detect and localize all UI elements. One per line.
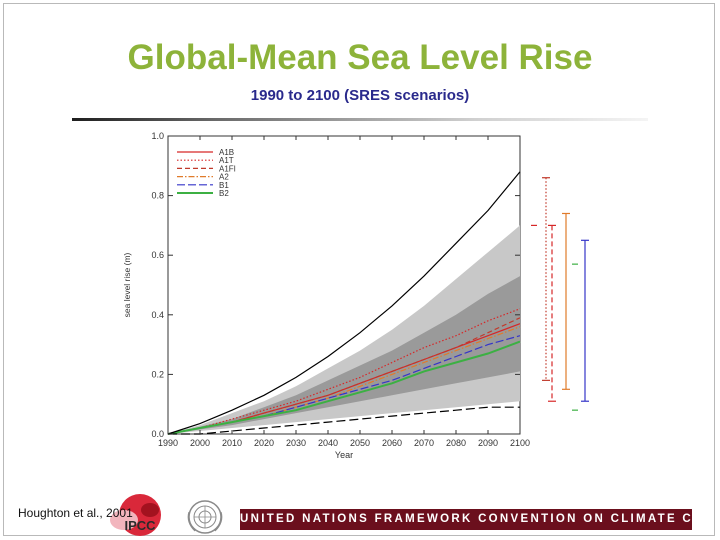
y-tick-label: 0.0: [151, 429, 164, 439]
x-tick-label: 2050: [350, 438, 370, 448]
x-tick-label: 2060: [382, 438, 402, 448]
x-tick-label: 1990: [158, 438, 178, 448]
lower-bound-line: [168, 406, 520, 435]
x-tick-label: 2010: [222, 438, 242, 448]
x-tick-label: 2080: [446, 438, 466, 448]
series-line-b2: [167, 340, 521, 435]
x-tick-label: 2040: [318, 438, 338, 448]
y-tick-label: 1.0: [151, 131, 164, 141]
y-axis-label: sea level rise (m): [122, 252, 132, 317]
x-tick-label: 2090: [478, 438, 498, 448]
un-emblem-icon: [187, 500, 223, 534]
x-tick-label: 2020: [254, 438, 274, 448]
title-divider: [72, 118, 648, 121]
ipcc-logo: IPCC: [110, 494, 161, 536]
slide-title: Global-Mean Sea Level Rise: [127, 38, 593, 77]
legend-label-a1fi: A1FI: [219, 164, 236, 173]
ipcc-logo-text: IPCC: [124, 518, 156, 533]
envelope-inner: [168, 276, 520, 434]
x-tick-label: 2000: [190, 438, 210, 448]
legend-label-a2: A2: [219, 173, 229, 182]
y-tick-label: 0.8: [151, 191, 164, 201]
legend-label-a1b: A1B: [219, 148, 234, 157]
slide-frame: [3, 3, 715, 536]
legend-label-a1t: A1T: [219, 156, 234, 165]
series-line-a1t: [167, 308, 521, 435]
x-tick-label: 2100: [510, 438, 530, 448]
y-tick-label: 0.4: [151, 310, 164, 320]
legend-label-b1: B1: [219, 181, 229, 190]
y-tick-label: 0.6: [151, 250, 164, 260]
x-tick-label: 2030: [286, 438, 306, 448]
y-tick-label: 0.2: [151, 369, 164, 379]
upper-bound-line: [167, 171, 521, 435]
slide-subtitle: 1990 to 2100 (SRES scenarios): [250, 87, 470, 104]
x-axis-label: Year: [335, 450, 353, 460]
legend-label-b2: B2: [219, 189, 229, 198]
source-reference: Houghton et al., 2001: [18, 506, 133, 520]
x-tick-label: 2070: [414, 438, 434, 448]
unfccc-banner: UNITED NATIONS FRAMEWORK CONVENTION ON C…: [240, 509, 720, 530]
